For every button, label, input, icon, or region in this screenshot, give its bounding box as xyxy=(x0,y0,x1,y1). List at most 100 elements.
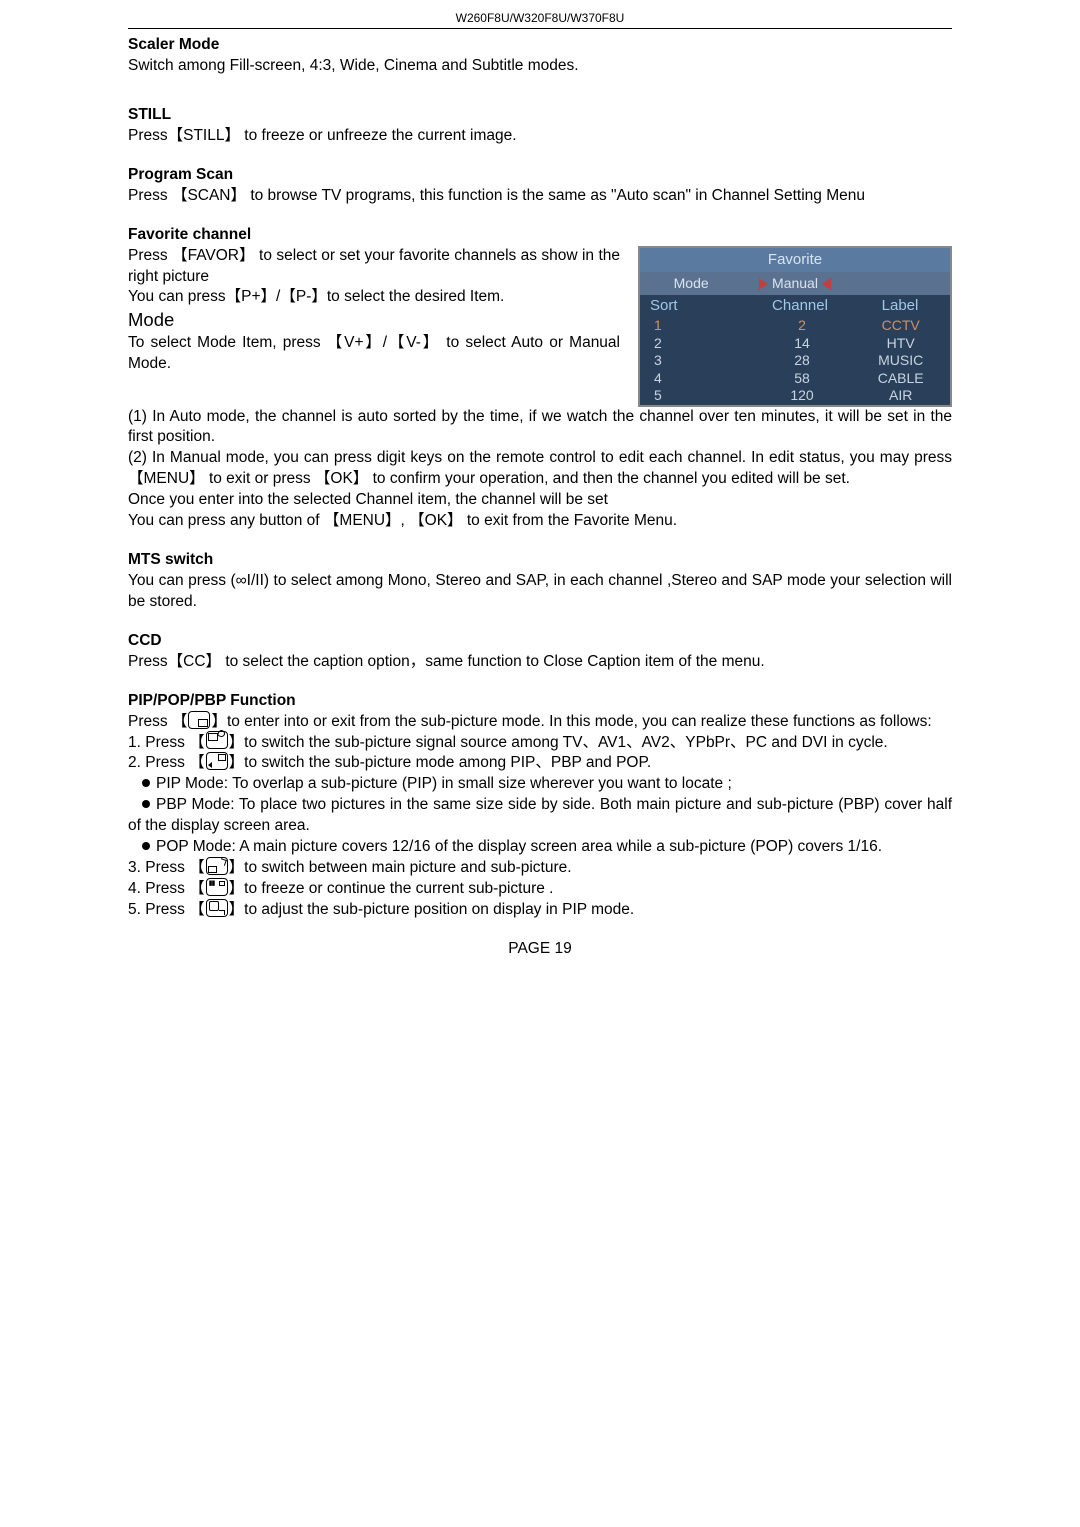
header-model: W260F8U/W320F8U/W370F8U xyxy=(128,10,952,26)
fav-p1a: Press xyxy=(128,247,172,264)
favorite-cell: 28 xyxy=(753,352,852,370)
fav-p2a: You can press xyxy=(128,288,226,305)
favorite-header-row: Sort Channel Label xyxy=(640,295,950,317)
favorite-cell: CCTV xyxy=(851,317,950,335)
favorite-cell: 120 xyxy=(753,387,852,405)
fav-p5d: 【OK】 xyxy=(315,470,368,487)
ccd-btn: 【CC】 xyxy=(168,653,221,670)
fav-p2b: 【P+】/【P-】 xyxy=(226,288,327,305)
fav-p5e: to confirm your operation, and then the … xyxy=(368,470,850,487)
scan-prefix: Press xyxy=(128,187,172,204)
pip-b2: PBP Mode: To place two pictures in the s… xyxy=(128,795,952,837)
pip-l6b: 】to adjust the sub-picture position on d… xyxy=(229,901,635,918)
fav-row: Press 【FAVOR】 to select or set your favo… xyxy=(128,246,952,407)
mts-sym: ∞I/II xyxy=(236,572,264,589)
favorite-mode-value: Manual xyxy=(742,272,847,295)
favorite-cell: CABLE xyxy=(851,370,950,388)
pip-l5: 4. Press 【】to freeze or continue the cur… xyxy=(128,879,952,900)
scan-suffix: to browse TV programs, this function is … xyxy=(250,187,865,204)
favorite-osd-title: Favorite xyxy=(640,248,950,272)
pip-l6a: 5. Press 【 xyxy=(128,901,205,918)
favorite-mode-text: Manual xyxy=(772,275,818,291)
ccd-title: CCD xyxy=(128,631,952,652)
fav-p7: You can press any button of 【MENU】, 【OK】… xyxy=(128,511,952,532)
header-rule xyxy=(128,28,952,29)
fav-p1b: 【FAVOR】 xyxy=(172,247,255,264)
ccd-p1b: to select the caption option，same functi… xyxy=(225,653,764,670)
pip-l3b: 】to switch the sub-picture mode among PI… xyxy=(229,754,651,771)
favorite-row: 5 120 AIR xyxy=(640,387,950,405)
page-number: PAGE 19 xyxy=(128,939,952,960)
still-suffix: to freeze or unfreeze the current image. xyxy=(244,127,516,144)
scaler-text: Switch among Fill-screen, 4:3, Wide, Cin… xyxy=(128,56,952,77)
pip-swap-icon xyxy=(206,857,228,875)
fav-p3b: 【V+】/【V-】 xyxy=(327,334,440,351)
still-prefix: Press xyxy=(128,127,168,144)
favorite-mode-row: Mode Manual xyxy=(640,272,950,295)
bullet-icon xyxy=(142,800,150,808)
pip-still-icon xyxy=(206,878,228,896)
fav-p2: You can press【P+】/【P-】to select the desi… xyxy=(128,287,620,308)
fav-left-col: Press 【FAVOR】 to select or set your favo… xyxy=(128,246,620,376)
pip-position-icon xyxy=(206,899,228,917)
scan-title: Program Scan xyxy=(128,165,952,186)
pip-l1: Press 【】to enter into or exit from the s… xyxy=(128,712,952,733)
pip-l4: 3. Press 【 】to switch between main pictur… xyxy=(128,858,952,879)
fav-p1: Press 【FAVOR】 to select or set your favo… xyxy=(128,246,620,288)
pip-b3t: POP Mode: A main picture covers 12/16 of… xyxy=(156,838,882,855)
ccd-p1a: Press xyxy=(128,653,168,670)
favorite-cell: MUSIC xyxy=(851,352,950,370)
fav-p5b: 【MENU】 xyxy=(128,470,205,487)
favorite-row: 1 2 CCTV xyxy=(640,317,950,335)
favorite-mode-spacer xyxy=(848,281,950,285)
favorite-row: 3 28 MUSIC xyxy=(640,352,950,370)
pip-l4a: 3. Press 【 xyxy=(128,859,205,876)
fav-p4: (1) In Auto mode, the channel is auto so… xyxy=(128,407,952,449)
pip-l4b: 】to switch between main picture and sub-… xyxy=(229,859,572,876)
favorite-mode-label: Mode xyxy=(640,272,742,295)
favorite-cell: 14 xyxy=(753,335,852,353)
favorite-row: 4 58 CABLE xyxy=(640,370,950,388)
still-text: Press【STILL】 to freeze or unfreeze the c… xyxy=(128,126,952,147)
ccd-text: Press【CC】 to select the caption option，s… xyxy=(128,652,952,673)
favorite-cell: 5 xyxy=(640,387,753,405)
bullet-icon xyxy=(142,842,150,850)
pip-b3: POP Mode: A main picture covers 12/16 of… xyxy=(128,837,952,858)
fav-p2c: to select the desired Item. xyxy=(327,288,504,305)
mts-text: You can press (∞I/II) to select among Mo… xyxy=(128,571,952,613)
fav-title: Favorite channel xyxy=(128,225,952,246)
favorite-row: 2 14 HTV xyxy=(640,335,950,353)
favorite-cell: 4 xyxy=(640,370,753,388)
document-page: W260F8U/W320F8U/W370F8U Scaler Mode Swit… xyxy=(0,0,1080,1000)
still-btn: 【STILL】 xyxy=(168,127,240,144)
pip-enter-icon xyxy=(188,711,210,729)
fav-p3a: To select Mode Item, press xyxy=(128,334,327,351)
favorite-cell: AIR xyxy=(851,387,950,405)
triangle-right-icon xyxy=(759,278,768,290)
bullet-icon xyxy=(142,779,150,787)
scaler-title: Scaler Mode xyxy=(128,35,952,56)
pip-l2: 1. Press 【】to switch the sub-picture sig… xyxy=(128,733,952,754)
still-title: STILL xyxy=(128,105,952,126)
favorite-cell: 2 xyxy=(753,317,852,335)
pip-l5a: 4. Press 【 xyxy=(128,880,205,897)
favorite-cell: 3 xyxy=(640,352,753,370)
fav-p7b: 【MENU】, 【OK】 xyxy=(324,512,463,529)
triangle-left-icon xyxy=(822,278,831,290)
pip-mode-icon xyxy=(206,752,228,770)
fav-p3: To select Mode Item, press 【V+】/【V-】 to … xyxy=(128,333,620,375)
favorite-cell: 2 xyxy=(640,335,753,353)
pip-b1: PIP Mode: To overlap a sub-picture (PIP)… xyxy=(128,774,952,795)
favorite-cell: 1 xyxy=(640,317,753,335)
pip-b2t: PBP Mode: To place two pictures in the s… xyxy=(128,796,952,834)
fav-p5a: (2) In Manual mode, you can press digit … xyxy=(128,449,952,466)
fav-p5c: to exit or press xyxy=(205,470,315,487)
pip-b1t: PIP Mode: To overlap a sub-picture (PIP)… xyxy=(156,775,732,792)
favorite-h-sort: Sort xyxy=(640,295,750,317)
favorite-cell: HTV xyxy=(851,335,950,353)
pip-l3a: 2. Press 【 xyxy=(128,754,205,771)
scan-text: Press 【SCAN】 to browse TV programs, this… xyxy=(128,186,952,207)
pip-l6: 5. Press 【 】to adjust the sub-picture pos… xyxy=(128,900,952,921)
fav-p5: (2) In Manual mode, you can press digit … xyxy=(128,448,952,490)
favorite-h-channel: Channel xyxy=(750,295,850,317)
